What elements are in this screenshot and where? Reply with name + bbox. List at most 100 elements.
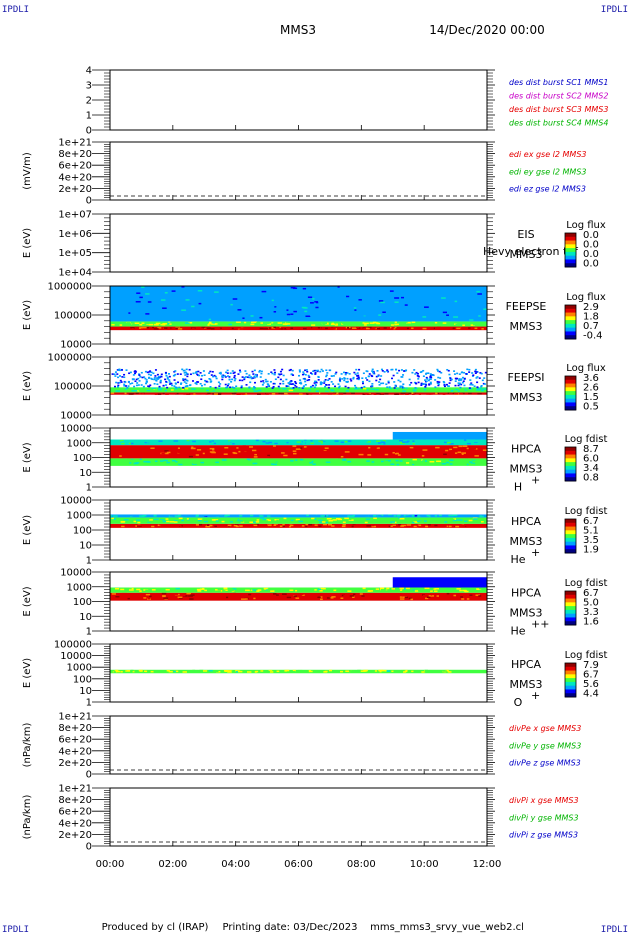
spectrogram-cell bbox=[447, 385, 450, 387]
spectrogram-cell bbox=[364, 322, 369, 325]
spectrogram-cell bbox=[284, 456, 289, 458]
spectrogram-cell bbox=[163, 597, 169, 599]
spectrogram-cell bbox=[162, 441, 168, 444]
spectrogram-cell bbox=[450, 450, 454, 452]
spectrogram-cell bbox=[209, 378, 212, 381]
spectrogram-cell bbox=[197, 290, 203, 292]
spacecraft-label: MMS3 bbox=[510, 320, 543, 333]
spectrogram-cell bbox=[200, 388, 204, 390]
spectrogram-cell bbox=[307, 588, 312, 591]
spectrogram-cell bbox=[248, 589, 254, 592]
spectrogram-cell bbox=[455, 323, 459, 326]
spectrogram-cell bbox=[165, 588, 170, 591]
spectrogram-cell bbox=[426, 393, 432, 395]
spectrogram-cell bbox=[153, 388, 157, 390]
spectrogram-cell bbox=[457, 459, 463, 462]
spectrogram-cell bbox=[227, 375, 230, 377]
spectrogram-cell bbox=[380, 368, 383, 371]
spectrogram-cell bbox=[285, 378, 288, 381]
spectrogram-cell bbox=[165, 393, 169, 395]
spectrogram-cell bbox=[478, 315, 481, 317]
spectrogram-cell bbox=[276, 452, 280, 454]
spectrogram-cell bbox=[188, 459, 191, 462]
spectrogram-cell bbox=[174, 388, 178, 390]
spectrogram-cell bbox=[268, 458, 273, 460]
spectrogram-cell bbox=[346, 295, 350, 298]
spectrogram-cell bbox=[283, 440, 289, 443]
spectrogram-cell bbox=[379, 587, 385, 590]
spectrogram-cell bbox=[182, 451, 187, 454]
y-tick-label: 100 bbox=[73, 453, 92, 464]
spectrogram-cell bbox=[212, 670, 217, 673]
colorbar-swatch bbox=[565, 537, 576, 543]
spectrogram-cell bbox=[366, 370, 369, 373]
spectrogram-cell bbox=[325, 390, 329, 392]
spectrogram-cell bbox=[401, 385, 404, 388]
spectrogram-cell bbox=[449, 448, 453, 451]
spectrogram-cell bbox=[354, 373, 357, 376]
spectrogram-cell bbox=[406, 311, 411, 314]
spectrogram-cell bbox=[453, 373, 456, 375]
spectrogram-cell bbox=[328, 520, 333, 522]
spectrogram-cell bbox=[262, 323, 266, 325]
spectrogram-cell bbox=[279, 370, 282, 373]
spectrogram-cell bbox=[131, 390, 135, 392]
spectrogram-cell bbox=[453, 446, 458, 449]
spectrogram-cell bbox=[382, 311, 386, 314]
spectrogram-cell bbox=[345, 390, 350, 392]
spectrogram-cell bbox=[199, 372, 202, 374]
spacecraft-label: MMS3 bbox=[510, 248, 543, 261]
spectrogram-cell bbox=[347, 460, 352, 463]
y-tick-label: 0 bbox=[86, 842, 92, 853]
colorbar-title: Log flux bbox=[566, 363, 606, 374]
spectrogram-cell bbox=[375, 392, 380, 395]
spectrogram-cell bbox=[136, 461, 140, 464]
spectrogram-cell bbox=[273, 453, 277, 456]
spectrogram-cell bbox=[313, 386, 316, 389]
spectrogram-cell bbox=[157, 313, 160, 315]
instrument-label: HPCA bbox=[511, 515, 542, 528]
spectrogram-cell bbox=[125, 323, 130, 325]
spectrogram-cell bbox=[344, 448, 349, 450]
spectrogram-cell bbox=[357, 376, 360, 378]
colorbar-swatch bbox=[565, 458, 576, 463]
colorbar-title: Log fdist bbox=[565, 578, 608, 589]
spectrogram-cell bbox=[180, 382, 183, 384]
spectrogram-cell bbox=[245, 384, 248, 386]
spectrogram-cell bbox=[463, 377, 466, 380]
spectrogram-cell bbox=[473, 525, 479, 528]
spectrogram-cell bbox=[243, 321, 247, 324]
spectrogram-cell bbox=[441, 327, 446, 330]
spectrogram-cell bbox=[429, 670, 433, 673]
spectrogram-cell bbox=[120, 451, 126, 453]
spectrogram-cell bbox=[419, 392, 422, 395]
spectrogram-cell bbox=[279, 525, 284, 527]
spectrogram-cell bbox=[343, 377, 346, 379]
spectrogram-cell bbox=[338, 385, 341, 388]
spectrogram-cell bbox=[415, 371, 418, 374]
spectrogram-cell bbox=[431, 441, 436, 443]
spectrogram-cell bbox=[352, 377, 355, 380]
spectrogram-cell bbox=[380, 301, 385, 304]
spectrogram-cell bbox=[306, 393, 309, 395]
spectrogram-cell bbox=[211, 520, 214, 523]
spectrogram-cell bbox=[416, 389, 421, 392]
spectrogram-cell bbox=[367, 454, 372, 456]
species-charge: + bbox=[531, 689, 540, 702]
spectrogram-cell bbox=[409, 446, 414, 449]
spectrogram-cell bbox=[309, 372, 312, 374]
x-tick-label: 00:00 bbox=[96, 859, 125, 870]
spectrogram-cell bbox=[345, 670, 349, 672]
spectrogram-cell bbox=[452, 519, 457, 522]
spectrogram-cell bbox=[273, 524, 277, 526]
spectrogram-cell bbox=[419, 441, 423, 444]
spectrogram-band bbox=[110, 392, 487, 395]
spectrogram-cell bbox=[460, 327, 465, 330]
spectrogram-cell bbox=[267, 454, 271, 457]
spectrogram-cell bbox=[387, 380, 390, 383]
spectrogram-cell bbox=[469, 383, 472, 386]
spectrogram-cell bbox=[412, 463, 415, 466]
spectrogram-cell bbox=[113, 463, 118, 465]
spectrogram-cell bbox=[170, 293, 174, 296]
